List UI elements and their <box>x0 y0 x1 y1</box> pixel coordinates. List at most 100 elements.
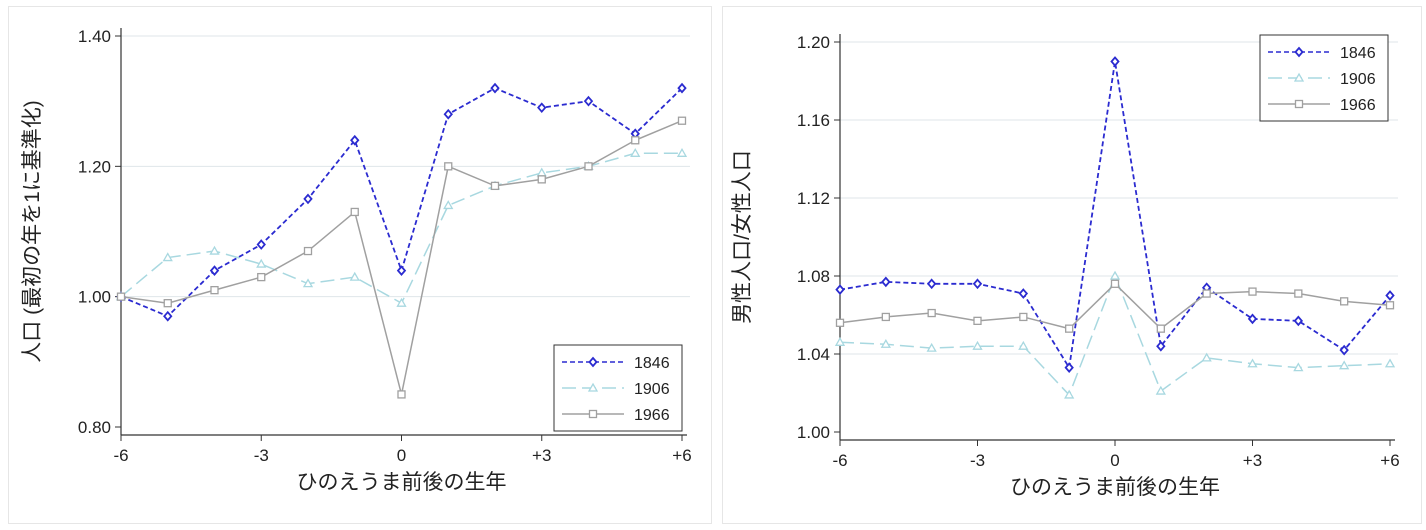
data-point-1906 <box>1064 389 1075 399</box>
data-point-1966 <box>257 272 266 282</box>
series-line-1846 <box>120 87 683 318</box>
legend-label: 1846 <box>634 355 670 372</box>
data-point-1966 <box>350 207 359 217</box>
legend-marker-1906 <box>1293 72 1305 82</box>
data-point-1906 <box>256 258 267 268</box>
series-line-1906 <box>839 273 1391 397</box>
legend-marker-1906 <box>587 382 599 392</box>
x-axis-label: ひのえうま前後の生年 <box>1010 476 1220 499</box>
legend-label: 1846 <box>1340 45 1376 62</box>
legend-marker-1846 <box>588 356 598 368</box>
data-point-1966 <box>1385 301 1395 310</box>
data-point-1846 <box>396 265 407 276</box>
data-point-1906 <box>349 271 360 281</box>
data-point-1846 <box>1018 288 1029 299</box>
data-point-1966 <box>397 390 406 399</box>
y-tick-label: 1.20 <box>797 33 830 52</box>
data-point-1906 <box>1339 360 1350 370</box>
x-tick-label: +6 <box>672 446 691 465</box>
chart-panel-population: 0.80 1.00 1.20 1.40 -6 -3 0 +3 +6 ひのえうま前後の生年 人口 (最… <box>8 6 712 524</box>
data-point-1846 <box>256 239 266 250</box>
y-tick-label: 1.20 <box>78 157 111 176</box>
y-tick-label: 1.12 <box>797 189 830 208</box>
legend-label: 1966 <box>634 407 670 424</box>
data-point-1846 <box>1064 362 1074 374</box>
data-point-1966 <box>1019 312 1028 322</box>
data-point-1966 <box>210 285 219 295</box>
data-point-1966 <box>677 116 687 125</box>
data-point-1906 <box>209 245 220 255</box>
data-point-1966 <box>1202 289 1211 298</box>
data-point-1906 <box>1109 270 1121 280</box>
data-point-1906 <box>1018 340 1029 350</box>
data-point-1906 <box>880 338 891 348</box>
data-point-1966 <box>444 162 453 171</box>
data-point-1906 <box>1201 352 1212 362</box>
data-point-1906 <box>396 297 407 307</box>
x-tick-label: 0 <box>397 446 406 465</box>
legend-marker-1966 <box>1294 99 1304 109</box>
data-point-1906 <box>1155 385 1166 395</box>
series-line-1966 <box>839 282 1391 330</box>
data-point-1846 <box>490 82 500 94</box>
y-tick-label: 1.00 <box>797 423 830 442</box>
y-tick-label: 1.04 <box>797 345 830 364</box>
x-tick-label: +3 <box>1243 451 1262 470</box>
y-tick-label: 1.16 <box>797 111 830 130</box>
data-point-1906 <box>536 167 547 177</box>
sex-ratio-chart: 1.00 1.04 1.08 1.12 1.16 1.20 -6 -3 0 +3 +6 ひのえうま前後… <box>731 33 1400 499</box>
y-axis-label: 人口 (最初の年を1に基準化) <box>21 100 44 363</box>
series-1966 <box>116 116 687 399</box>
series-1966 <box>835 279 1395 333</box>
legend-label: 1966 <box>1340 97 1376 114</box>
data-point-1966 <box>1065 324 1074 333</box>
data-point-1846 <box>443 108 453 120</box>
data-point-1966 <box>116 292 126 301</box>
x-tick-label: +6 <box>1380 451 1399 470</box>
y-tick-label: 1.08 <box>797 267 830 286</box>
data-point-1846 <box>350 134 360 146</box>
data-point-1846 <box>972 278 983 290</box>
legend-marker-1966 <box>588 409 598 419</box>
series-1906 <box>834 270 1396 399</box>
data-point-1966 <box>835 318 845 327</box>
data-point-1966 <box>584 162 593 171</box>
series-line-1906 <box>120 152 682 305</box>
x-tick-label: -6 <box>832 451 847 470</box>
data-point-1906 <box>676 147 688 157</box>
data-point-1906 <box>630 147 641 157</box>
data-point-1906 <box>1293 362 1304 372</box>
data-point-1906 <box>1247 358 1258 368</box>
data-point-1966 <box>490 181 500 191</box>
data-point-1846 <box>881 276 891 288</box>
legend-label: 1906 <box>1340 71 1376 88</box>
data-point-1846 <box>1156 340 1166 352</box>
data-point-1966 <box>1156 324 1165 333</box>
data-point-1846 <box>677 82 687 94</box>
data-point-1846 <box>163 310 173 322</box>
legend-marker-1846 <box>1294 46 1304 58</box>
data-point-1966 <box>631 136 640 145</box>
x-tick-label: +3 <box>532 446 551 465</box>
chart-panel-sex-ratio: 1.00 1.04 1.08 1.12 1.16 1.20 -6 -3 0 +3 +6 ひのえうま前後… <box>722 6 1422 524</box>
y-tick-label: 0.80 <box>78 418 111 437</box>
data-point-1846 <box>537 102 547 114</box>
data-point-1906 <box>302 278 314 288</box>
data-point-1966 <box>1248 287 1257 296</box>
data-point-1846 <box>1385 290 1395 301</box>
data-point-1906 <box>926 342 937 352</box>
data-point-1966 <box>927 308 936 318</box>
x-tick-label: -6 <box>113 446 128 465</box>
data-point-1906 <box>834 336 846 346</box>
data-point-1846 <box>303 193 313 205</box>
data-point-1846 <box>926 278 937 290</box>
y-tick-label: 1.00 <box>78 288 111 307</box>
series-1846 <box>835 56 1395 374</box>
data-point-1906 <box>972 340 983 350</box>
data-point-1966 <box>1294 289 1303 298</box>
data-point-1966 <box>303 246 313 256</box>
data-point-1846 <box>583 95 594 107</box>
y-axis-label: 男性人口/女性人口 <box>731 150 754 324</box>
data-point-1966 <box>163 299 172 308</box>
